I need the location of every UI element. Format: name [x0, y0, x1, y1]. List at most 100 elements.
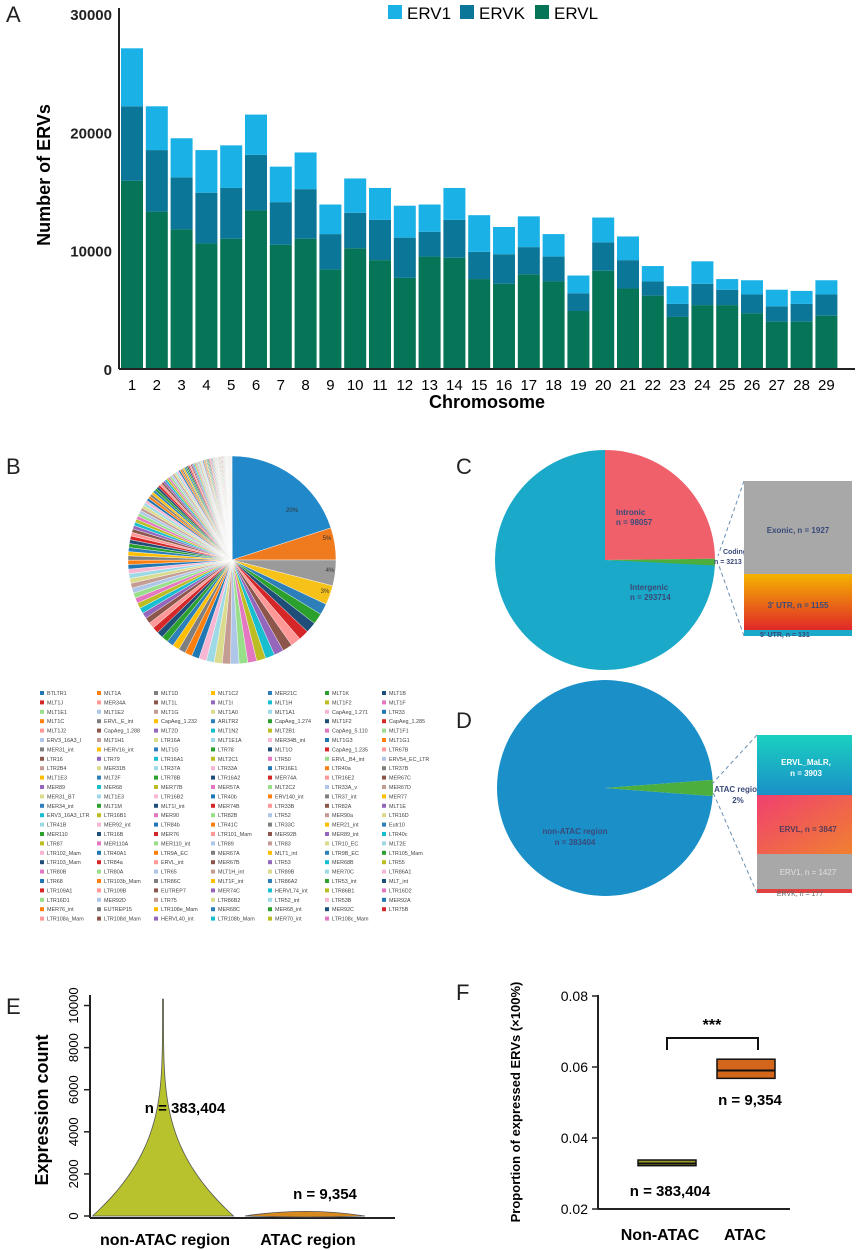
legend-label: MER77B	[161, 785, 183, 791]
legend-swatch	[97, 728, 101, 733]
legend-label: LTR83	[275, 841, 291, 847]
legend-swatch	[268, 860, 272, 865]
legend-swatch	[325, 813, 329, 818]
bar-erv1-chr8	[294, 152, 317, 190]
legend-swatch	[382, 728, 386, 733]
legend-swatch	[268, 756, 272, 761]
legend-swatch	[382, 813, 386, 818]
bar-erv1-chr24	[691, 261, 714, 284]
legend-label: MLT1H	[275, 700, 292, 706]
y-tick-labels: 0 10000 20000 30000	[70, 7, 112, 379]
legend-label: LTR53_int	[332, 879, 357, 885]
bar-erv1-chr20	[592, 217, 615, 243]
legend-swatch	[40, 794, 44, 799]
legend-label: MER67C	[389, 776, 411, 782]
y-axis-label: Proportion of expressed ERVs (×100%)	[508, 982, 523, 1223]
legend-swatch	[382, 803, 386, 808]
y-tick-label: 0.02	[561, 1201, 588, 1217]
legend-swatch	[211, 756, 215, 761]
x-tick-atac: ATAC	[724, 1227, 767, 1244]
legend-swatch	[211, 766, 215, 771]
legend-label: LTR102_Mam	[47, 851, 81, 857]
legend-label: CapAeg_1.288	[104, 729, 140, 735]
legend-swatch	[211, 897, 215, 902]
y-tick-label: 0	[66, 1212, 81, 1219]
legend-swatch	[211, 822, 215, 827]
bar-ervl-chr9	[319, 269, 342, 369]
bar-ervl-chr25	[716, 305, 739, 369]
x-tick-label: 3	[177, 377, 185, 394]
legend-swatch	[97, 869, 101, 874]
x-tick-label: 26	[744, 377, 761, 394]
panel-c: C Intronic n = 98057 Intergenic n = 2937…	[456, 450, 852, 670]
pie-chart: 20% 5% 4% 3%	[127, 455, 337, 665]
legend-label: MLT1J	[47, 700, 63, 706]
slice-label: 3%	[321, 589, 330, 595]
legend-swatch	[154, 897, 158, 902]
bar-ervl-chr6	[245, 210, 267, 369]
bar-erv1-chr13	[418, 204, 441, 232]
legend-label: LTR16E1	[275, 766, 297, 772]
legend-swatch	[154, 813, 158, 818]
legend-label: MLT1B	[389, 691, 406, 697]
legend-label: LTR65	[161, 870, 177, 876]
legend-label: ERV140_int	[275, 794, 304, 800]
legend-label: MLT2C1	[218, 757, 238, 763]
y-tick-labels: 0.02 0.04 0.06 0.08	[561, 988, 598, 1217]
y-tick-labels: 0 2000 4000 6000 8000 10000	[66, 987, 90, 1220]
legend-label: MLT1G1	[389, 738, 410, 744]
bar-ervk-chr24	[691, 283, 714, 306]
bar-ervl-chr29	[815, 315, 838, 369]
legend-label: MER34_int	[47, 804, 74, 810]
legend-label: EUTREP15	[104, 907, 132, 913]
legend-label: LTR33C	[275, 823, 295, 829]
x-tick-non-atac: non-ATAC region	[100, 1232, 230, 1249]
legend-swatch	[325, 738, 329, 742]
y-tick-label: 2000	[66, 1159, 81, 1188]
legend-label: MLT1G	[161, 747, 179, 753]
bar-ervl-chr24	[691, 305, 714, 369]
legend-swatch	[154, 888, 158, 893]
legend-label: LTR52	[275, 813, 291, 819]
bar-ervl-chr13	[418, 256, 441, 369]
legend-label: LTR33B	[275, 804, 295, 810]
bar-ervk-chr12	[393, 237, 416, 278]
legend-swatch	[211, 691, 215, 695]
legend-label: MER110_int	[161, 841, 191, 847]
bar-ervl-chr15	[468, 279, 491, 369]
label-atac: ATAC region	[714, 785, 762, 794]
legend-label: ERVL_int	[161, 860, 184, 866]
legend-label: MLT_int	[389, 879, 409, 885]
x-tick-label: 10	[347, 377, 364, 394]
bar-ervl-chr1	[121, 180, 143, 369]
legend-label: LTR16E2	[332, 776, 354, 782]
legend-swatch	[154, 850, 158, 855]
violins	[91, 998, 366, 1218]
legend-swatch	[154, 775, 158, 780]
legend-swatch	[268, 709, 272, 714]
legend-swatch	[40, 803, 44, 808]
pie-slice-coding	[605, 558, 715, 566]
x-tick-label: 22	[644, 377, 661, 394]
legend-swatch	[40, 756, 44, 761]
legend-label: MLT1I_int	[161, 804, 185, 810]
legend-swatch	[325, 794, 329, 799]
legend-swatch	[268, 813, 272, 818]
legend-label: LTR101_Mam	[218, 832, 252, 838]
legend-label: BTLTR1	[47, 691, 67, 697]
legend-swatch	[40, 813, 44, 818]
legend-label: MLT2C2	[275, 785, 295, 791]
y-tick-label: 4000	[66, 1117, 81, 1146]
legend-label: LTR33	[389, 710, 405, 716]
bar-erv1-chr14	[443, 187, 466, 220]
legend-label: MLT2F	[104, 776, 121, 782]
y-tick-label: 8000	[66, 1033, 81, 1062]
legend-swatch	[325, 850, 329, 855]
pie-slice-atac	[605, 779, 713, 797]
box-atac	[716, 1058, 776, 1080]
bar-erv1-chr3	[170, 138, 193, 178]
panel-d: D non-ATAC region n = 383404 ATAC region…	[456, 680, 852, 898]
bar-ervk-chr8	[294, 189, 317, 239]
legend-swatch	[40, 738, 44, 742]
legend-swatch	[325, 879, 329, 883]
